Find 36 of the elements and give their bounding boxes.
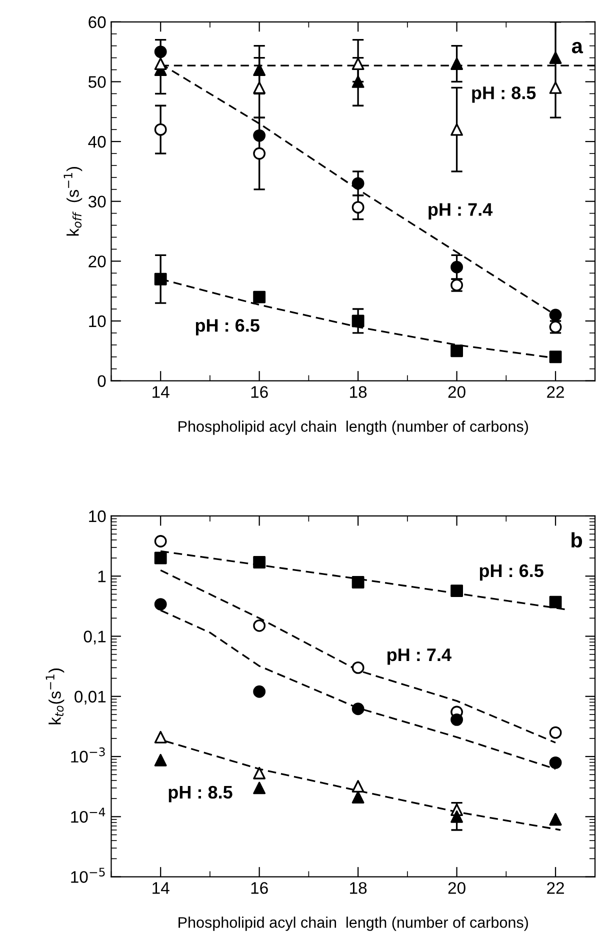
y-tick-label: 0,01	[74, 690, 106, 705]
y-tick-label: 1	[98, 570, 106, 582]
annotation: pH : 7.4	[428, 203, 493, 220]
y-tick-label: 40	[88, 136, 106, 148]
annotation: pH : 6.5	[196, 319, 260, 336]
y-tick-label: 10$^{−4}$	[71, 808, 106, 823]
annotation: pH : 7.4	[388, 648, 452, 665]
y-tick-label: 0,1	[84, 630, 106, 644]
x-tick-label: 22	[547, 386, 564, 398]
y-tick-label: 30	[88, 196, 106, 208]
y-tick-label: 20	[88, 256, 106, 268]
y-tick-label: 0	[98, 375, 106, 388]
x-tick-label: 14	[152, 386, 170, 398]
y-axis-title: k$_{off}$ (s$^{−1}$)	[64, 166, 82, 236]
x-tick-label: 14	[152, 882, 170, 894]
x-tick-label: 16	[251, 882, 268, 894]
x-tick-label: 22	[547, 882, 564, 894]
annotation: pH : 8.5	[472, 86, 536, 103]
y-tick-label: 10$^{−3}$	[71, 747, 105, 763]
y-tick-label: 50	[88, 76, 106, 88]
y-tick-label: 10$^{−5}$	[71, 868, 105, 883]
x-axis-title: Phospholipid acyl chain length (number of carbons)	[178, 916, 528, 931]
x-axis-title: Phospholipid acyl chain length (number of carbons)	[178, 420, 528, 435]
x-tick-label: 18	[350, 882, 367, 894]
y-tick-label: 10	[89, 510, 106, 522]
annotation: pH : 6.5	[480, 564, 544, 581]
y-tick-label: 60	[88, 16, 106, 28]
x-tick-label: 20	[448, 882, 466, 894]
y-axis-title: k$_{to}$(s$^{−1}$)	[46, 668, 64, 724]
x-tick-label: 16	[251, 386, 268, 398]
y-tick-label: 10	[89, 315, 106, 328]
x-tick-label: 20	[448, 386, 466, 398]
x-tick-label: 18	[350, 386, 367, 398]
annotation: pH : 8.5	[168, 786, 232, 802]
annotation: b	[572, 532, 582, 548]
annotation: a	[572, 42, 584, 54]
